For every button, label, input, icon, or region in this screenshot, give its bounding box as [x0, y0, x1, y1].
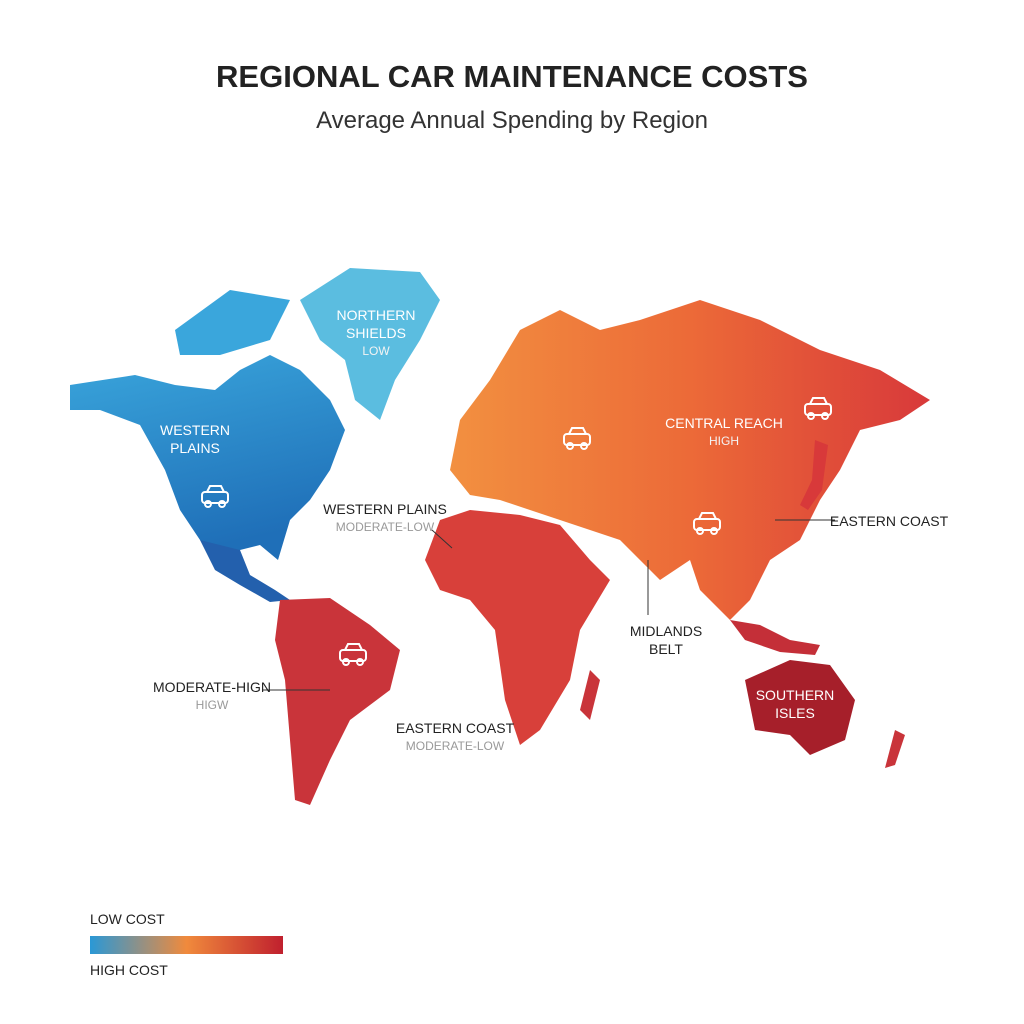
south-america	[275, 598, 400, 805]
central-america	[200, 540, 290, 602]
subtitle: Average Annual Spending by Region	[316, 107, 708, 134]
north-america	[70, 355, 345, 560]
legend-high: HIGH COST	[90, 962, 168, 978]
region-label: WESTERN PLAINS	[155, 421, 235, 457]
region-level: HIGH	[709, 434, 739, 448]
indonesia	[730, 620, 820, 655]
title: REGIONAL CAR MAINTENANCE COSTS	[216, 59, 808, 94]
region-name: SOUTHERN ISLES	[755, 687, 835, 721]
region-name: WESTERN PLAINS	[160, 422, 230, 456]
region-name: EASTERN COAST	[829, 513, 949, 529]
region-level: HIGW	[195, 698, 229, 712]
region-label: MODERATE-HIGN HIGW	[152, 678, 272, 714]
legend-low: LOW COST	[90, 911, 165, 927]
africa	[425, 510, 610, 745]
region-level: LOW	[362, 344, 390, 358]
region-label: CENTRAL REACH HIGH	[654, 414, 794, 450]
region-name: MIDLANDS BELT	[629, 623, 703, 657]
region-level: MODERATE-LOW	[335, 520, 435, 534]
arctic-islands	[175, 290, 290, 355]
region-name: MODERATE-HIGN	[153, 679, 271, 695]
region-name: WESTERN PLAINS	[323, 501, 447, 517]
leader-line	[431, 529, 453, 549]
new-zealand	[885, 730, 905, 768]
region-label: EASTERN COAST	[829, 512, 949, 530]
australia	[745, 660, 855, 755]
region-label: WESTERN PLAINS MODERATE-LOW	[320, 500, 450, 536]
region-name: NORTHERN SHIELDS	[336, 307, 416, 341]
region-level: MODERATE-LOW	[405, 739, 505, 753]
legend-gradient	[90, 936, 283, 954]
greenland	[300, 268, 440, 420]
region-name: CENTRAL REACH	[665, 415, 783, 431]
japan	[800, 440, 828, 510]
region-name: EASTERN COAST	[395, 720, 515, 736]
region-label: MIDLANDS BELT	[626, 622, 706, 658]
eurasia	[450, 300, 930, 620]
leader-lines	[262, 519, 835, 691]
region-label: SOUTHERN ISLES	[755, 686, 835, 722]
region-label: NORTHERN SHIELDS LOW	[331, 306, 421, 360]
region-label: EASTERN COAST MODERATE-LOW	[390, 719, 520, 755]
madagascar	[580, 670, 600, 720]
